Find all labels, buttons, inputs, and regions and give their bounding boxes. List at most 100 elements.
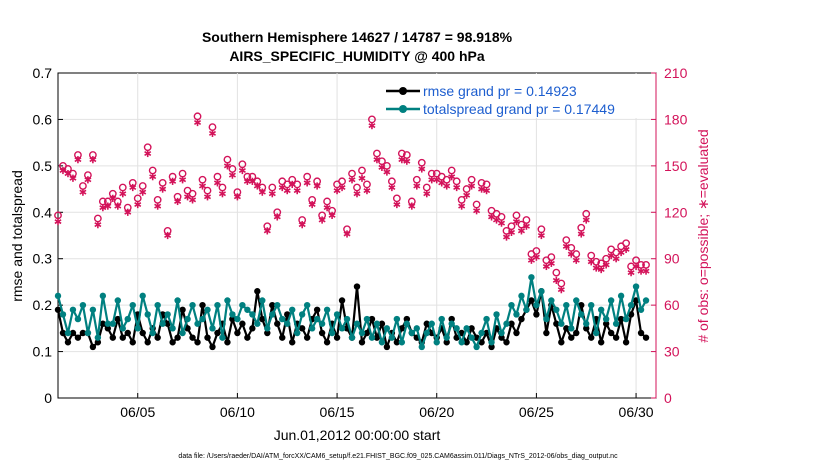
totalspread-point <box>279 315 286 323</box>
rmse-point <box>498 334 505 341</box>
totalspread-point <box>373 320 381 327</box>
totalspread-point <box>289 306 296 313</box>
totalspread-point <box>418 343 425 351</box>
rmse-point <box>99 320 107 327</box>
totalspread-point <box>378 339 386 346</box>
legend-box <box>384 74 654 118</box>
obs-evaluated-point <box>597 265 605 274</box>
totalspread-point <box>398 339 406 346</box>
obs-evaluated-point <box>69 174 77 182</box>
legend-marker-totalspread <box>399 105 407 113</box>
totalspread-point <box>64 329 72 337</box>
obs-evaluated-point <box>318 216 326 224</box>
x-tick-label: 06/10 <box>220 404 255 420</box>
obs-evaluated-point <box>358 174 366 182</box>
y-axis-label-right: # of obs: o=possible; ∗=evaluated <box>695 129 711 342</box>
obs-evaluated-point <box>408 202 416 210</box>
y-axis-label-left: rmse and totalspread <box>9 170 25 302</box>
obs-evaluated-point <box>562 242 570 250</box>
totalspread-point <box>219 334 226 341</box>
totalspread-point <box>259 297 266 304</box>
totalspread-point <box>69 306 77 313</box>
obs-evaluated-point <box>627 269 635 277</box>
obs-evaluated-point <box>89 156 97 164</box>
obs-evaluated-point <box>383 168 391 176</box>
y-tick-label-right: 210 <box>664 65 688 81</box>
rmse-point <box>333 334 341 341</box>
rmse-point <box>443 339 450 346</box>
obs-evaluated-point <box>328 211 336 219</box>
totalspread-point <box>353 320 361 327</box>
totalspread-point <box>488 339 495 346</box>
totalspread-point <box>558 320 565 327</box>
obs-evaluated-point <box>223 162 231 170</box>
rmse-point <box>503 339 510 346</box>
totalspread-point <box>473 343 480 351</box>
rmse-point <box>259 315 266 323</box>
obs-evaluated-point <box>298 221 306 229</box>
totalspread-point <box>528 274 535 281</box>
totalspread-point <box>493 311 500 318</box>
y-tick-label-right: 180 <box>664 111 688 127</box>
totalspread-point <box>423 329 430 337</box>
totalspread-point <box>274 301 281 309</box>
rmse-point <box>169 339 176 346</box>
obs-evaluated-point <box>557 286 565 294</box>
totalspread-point <box>239 301 246 309</box>
totalspread-point <box>179 329 186 337</box>
totalspread-point <box>139 292 146 300</box>
obs-evaluated-point <box>343 230 351 238</box>
totalspread-point <box>393 315 401 323</box>
totalspread-point <box>308 325 316 332</box>
totalspread-point <box>284 320 291 327</box>
obs-evaluated-point <box>348 176 356 184</box>
totalspread-point <box>54 292 62 300</box>
totalspread-point <box>164 311 171 318</box>
obs-evaluated-point <box>418 165 426 173</box>
totalspread-point <box>627 301 635 309</box>
totalspread-point <box>358 329 366 337</box>
totalspread-point <box>114 297 122 304</box>
obs-evaluated-point <box>99 204 107 212</box>
rmse-point <box>239 320 246 327</box>
rmse-point <box>313 306 321 313</box>
obs-evaluated-point <box>233 193 241 201</box>
obs-evaluated-point <box>567 250 575 258</box>
totalspread-point <box>338 325 346 332</box>
totalspread-point <box>269 311 276 318</box>
y-tick-label-right: 150 <box>664 158 688 174</box>
grid <box>58 73 656 398</box>
rmse-point <box>508 320 515 327</box>
totalspread-point <box>533 301 540 309</box>
totalspread-point <box>194 320 201 327</box>
totalspread-point <box>89 306 97 313</box>
totalspread-point <box>363 315 371 323</box>
totalspread-point <box>588 301 595 309</box>
rmse-point <box>318 329 326 337</box>
rmse-point <box>124 329 131 337</box>
totalspread-point <box>149 329 156 337</box>
totalspread-point <box>244 306 251 313</box>
totalspread-point <box>593 329 600 337</box>
totalspread-point <box>578 311 585 318</box>
totalspread-point <box>264 325 271 332</box>
obs-evaluated-point <box>64 169 72 178</box>
obs-evaluated-point <box>104 202 112 210</box>
obs-evaluated-point <box>174 197 182 206</box>
rmse-point <box>249 325 256 332</box>
obs-evaluated-point <box>248 177 256 185</box>
rmse-point <box>338 297 346 304</box>
obs-evaluated-point <box>458 202 466 210</box>
totalspread-point <box>443 334 450 341</box>
y-tick-label-left: 0.6 <box>33 111 53 127</box>
obs-evaluated-point <box>413 182 421 190</box>
rmse-point <box>89 343 97 351</box>
totalspread-point <box>503 320 510 327</box>
y-tick-label-right: 0 <box>664 390 672 406</box>
rmse-point <box>79 329 87 337</box>
totalspread-point <box>368 334 376 341</box>
obs-evaluated-point <box>537 231 545 240</box>
obs-evaluated-point <box>388 183 396 192</box>
rmse-point <box>199 301 206 309</box>
totalspread-point <box>254 320 261 327</box>
